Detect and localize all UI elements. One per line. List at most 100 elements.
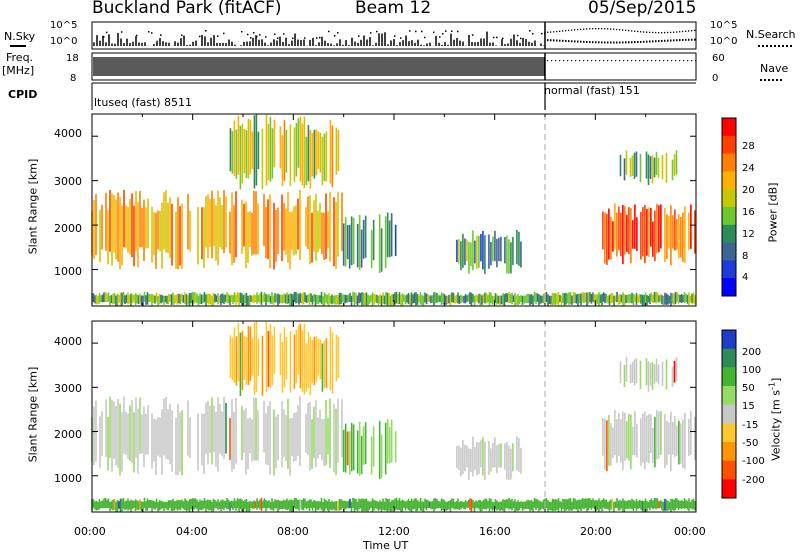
noise-sky-dot — [640, 40, 642, 43]
noise-sky-dot — [616, 41, 618, 44]
freq-dot — [667, 60, 669, 62]
freq-dot — [639, 60, 641, 62]
freq-dot — [579, 60, 581, 62]
noise-search-dot — [664, 31, 666, 34]
noise-search-dot — [283, 33, 285, 35]
noise-sky-dot — [649, 40, 651, 43]
noise-search-dot — [661, 31, 663, 34]
noise-search-dot — [223, 32, 225, 35]
power-colorbar-cell — [722, 135, 736, 155]
noise-search-dot — [574, 29, 576, 31]
noise-search-dot — [550, 31, 552, 33]
noise-sky-dot — [592, 41, 594, 44]
noise-search-dot — [694, 29, 696, 32]
noise-search-dot — [613, 28, 615, 30]
nave-label: Nave — [760, 62, 789, 75]
velocity-colorbar-label-sup: -1 — [767, 382, 777, 391]
noise-sky-dot — [604, 41, 606, 44]
noise-search-dot — [445, 30, 447, 32]
power-panel-ylabel: Slant Range [km] — [26, 158, 40, 255]
power-cb-tick-12: 12 — [742, 229, 755, 240]
noise-sky-dot — [565, 39, 567, 42]
noise-search-dot — [217, 35, 219, 37]
noise-sky-dot — [574, 40, 576, 43]
freq-dot — [683, 60, 685, 62]
power-colorbar-cell — [722, 153, 736, 172]
noise-search-dot — [292, 37, 294, 40]
noise-search-dot — [541, 32, 543, 35]
freq-dot — [635, 60, 637, 62]
noise-search-dot — [634, 30, 636, 32]
velocity-cb-tick-200: 200 — [742, 347, 762, 358]
velocity-colorbar-label-end: ] — [769, 377, 783, 383]
freq-dot — [563, 60, 565, 62]
noise-sky-dot — [556, 39, 558, 42]
noise-search-dot — [619, 29, 621, 31]
noise-search-dot — [583, 28, 585, 30]
freq-dot — [599, 60, 601, 62]
noise-sky-dot — [625, 41, 627, 44]
noise-search-dot — [667, 31, 669, 34]
noise-search-dot — [601, 28, 603, 30]
noise-search-dot — [586, 28, 588, 30]
noise-search-dot — [496, 36, 498, 39]
power-ytick-1000: 1000 — [54, 265, 82, 278]
freq-dot — [623, 60, 625, 62]
noise-sky-dot — [580, 40, 582, 43]
noise-search-dot — [520, 37, 522, 40]
xtick-3: 12:00 — [378, 525, 410, 538]
power-colorbar-cell — [722, 207, 736, 226]
freq-dot — [655, 60, 657, 62]
noise-search-dot — [253, 31, 255, 34]
freq-dot — [671, 60, 673, 62]
noise-sky-dot — [643, 40, 645, 43]
noise-search-dot — [304, 37, 306, 39]
noise-search-dot — [670, 31, 672, 34]
noise-search-dot — [316, 37, 318, 39]
noise-search-dot — [547, 31, 549, 33]
noise-search-dot — [256, 35, 258, 38]
noise-sky-dot — [571, 40, 573, 43]
noise-search-dot — [598, 28, 600, 30]
velocity-colorbar-cell — [722, 423, 736, 443]
noise-search-dot — [649, 31, 651, 34]
power-cb-tick-8: 8 — [742, 251, 749, 262]
noise-search-dot — [451, 30, 453, 33]
nsearch-label: N.Search — [746, 28, 796, 41]
noise-search-dot — [247, 33, 249, 36]
noise-search-dot — [622, 29, 624, 31]
power-ytick-4000: 4000 — [54, 127, 82, 140]
freq-dot — [611, 60, 613, 62]
noise-sky-dot — [568, 40, 570, 43]
velocity-colorbar-cell — [722, 442, 736, 462]
velocity-cb-tick-m50: -50 — [742, 438, 759, 449]
noise-search-dot — [556, 30, 558, 33]
noise-sky-dot — [589, 41, 591, 44]
freq-dot — [603, 60, 605, 62]
noise-search-dot — [424, 36, 426, 39]
noise-search-dot — [676, 31, 678, 33]
velocity-panel-frame — [91, 320, 697, 513]
noise-search-dot — [589, 28, 591, 30]
freq-dot — [567, 60, 569, 62]
noise-search-dot — [559, 30, 561, 32]
noise-sky-dot — [613, 41, 615, 44]
nave-tick-low: 0 — [712, 73, 719, 84]
noise-sky-dot — [676, 39, 678, 42]
noise-search-dot — [679, 31, 681, 33]
noise-search-dot — [265, 36, 267, 38]
noise-search-dot — [400, 37, 402, 39]
noise-search-dot — [439, 36, 441, 38]
noise-search-dot — [409, 30, 411, 32]
noise-sky-dot — [679, 39, 681, 42]
noise-sky-dot — [547, 39, 549, 42]
velocity-cb-tick-m15: -15 — [742, 420, 759, 431]
noise-sky-dot — [658, 40, 660, 43]
noise-search-dot — [577, 28, 579, 31]
noise-search-dot — [148, 31, 150, 33]
noise-search-dot — [691, 30, 693, 32]
noise-sky-dot — [610, 41, 612, 44]
beam-label: Beam 12 — [355, 0, 432, 18]
power-ytick-2000: 2000 — [54, 222, 82, 235]
